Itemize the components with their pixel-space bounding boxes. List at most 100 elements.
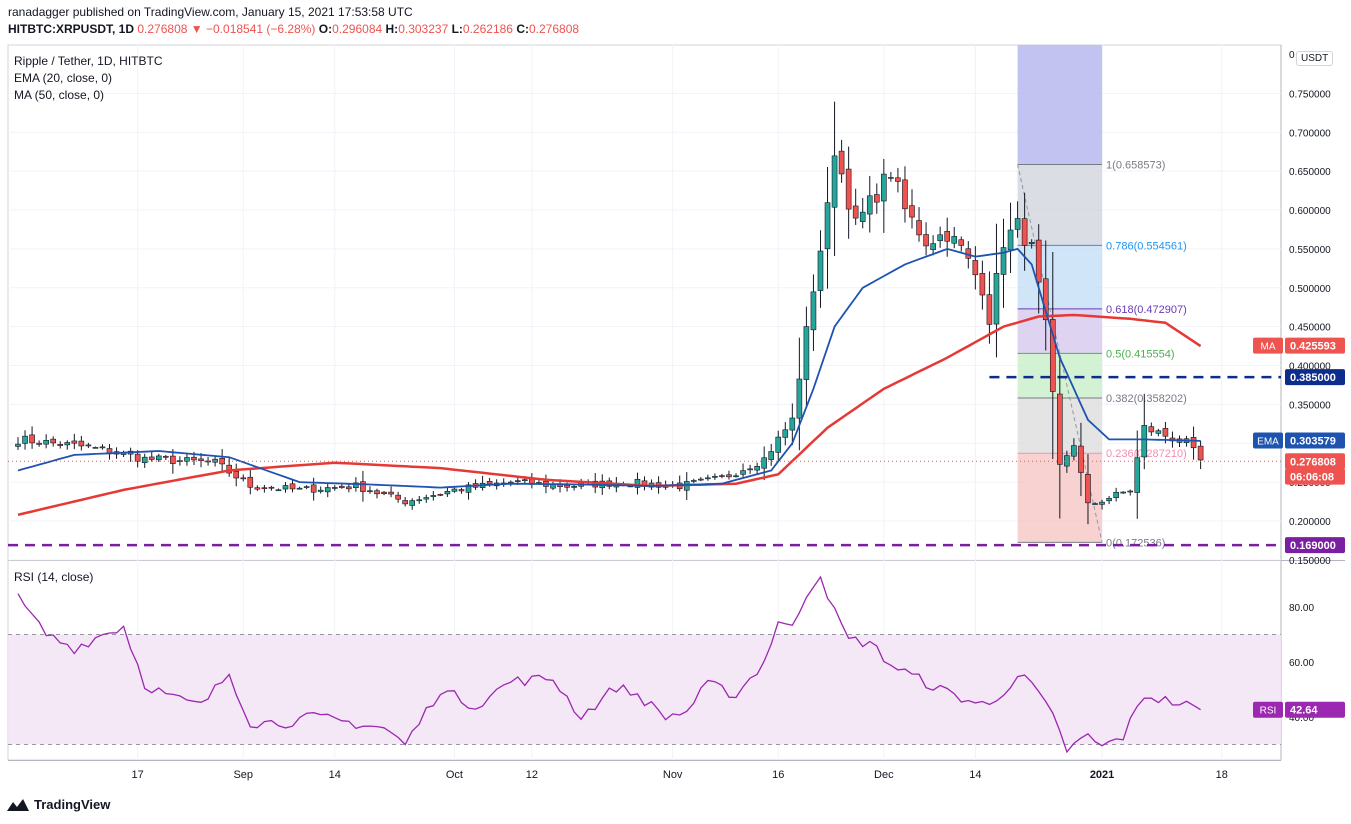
candle-body [50, 438, 56, 444]
candle-body [1190, 437, 1197, 449]
candle-body [57, 444, 64, 446]
candle-body [831, 155, 838, 208]
fib-level-label: 1(0.658573) [1106, 159, 1165, 171]
candle-body [310, 484, 317, 493]
candle-body [268, 486, 275, 489]
candle-body [923, 234, 929, 247]
chart-legend: Ripple / Tether, 1D, HITBTC EMA (20, clos… [14, 54, 163, 102]
price-tick-label: 0.700000 [1289, 128, 1331, 139]
open-value: 0.296084 [332, 22, 383, 36]
badge-tag-bg [1253, 432, 1283, 449]
candle-body [789, 417, 796, 431]
candle-body [902, 179, 908, 210]
rsi-series-line [17, 575, 1201, 754]
candle-body [1078, 445, 1084, 473]
candle-body [852, 205, 859, 219]
candle-body [1049, 319, 1056, 392]
price-tick-label: 0 [1289, 50, 1295, 61]
badge-text: 0.303579 [1290, 435, 1336, 447]
fib-extension-zone [1017, 45, 1103, 165]
candle-body [409, 500, 416, 506]
candle-body [486, 481, 493, 485]
candle-body [564, 484, 570, 488]
candle-body [634, 478, 641, 488]
candle-body [148, 456, 155, 460]
candle-body [944, 231, 950, 242]
candle-body [1014, 218, 1021, 230]
badge-tag-text: MA [1261, 342, 1276, 353]
level-price-badge: 0.169000 [1285, 537, 1345, 554]
candle-body [705, 477, 711, 480]
candle-body [437, 494, 444, 496]
badge-tag-bg [1253, 337, 1283, 354]
candle-body [395, 494, 401, 500]
candle-body [275, 489, 282, 492]
candle-body [824, 202, 831, 250]
candle-body [43, 440, 49, 445]
candle-body [881, 173, 887, 202]
ema-value-badge: 0.303579 EMA [1253, 432, 1345, 449]
candle-body [346, 486, 352, 490]
candle-body [1021, 218, 1028, 246]
symbol-label: HITBTC:XRPUSDT, 1D [8, 22, 135, 36]
candle-body [810, 291, 817, 331]
time-tick-label: 18 [1216, 769, 1228, 781]
candle-body [360, 481, 366, 492]
candle-body [92, 447, 99, 449]
candle-body [930, 243, 936, 250]
ema-series-line [17, 247, 1201, 489]
rsi-tick-label: 60.00 [1289, 658, 1314, 669]
badge-tag-text: RSI [1260, 706, 1277, 717]
candle-body [866, 195, 873, 215]
tradingview-logo-icon [7, 798, 29, 811]
badge-bg [1285, 701, 1345, 718]
candle-body [29, 434, 35, 444]
chart-frame [7, 44, 1345, 761]
candle-body [1127, 490, 1134, 493]
badge-text: 0.276808 [1290, 456, 1336, 468]
time-tick-label: 16 [772, 769, 784, 781]
candle-body [282, 485, 289, 490]
candle-body [240, 477, 247, 480]
rsi-band [8, 634, 1281, 745]
candle-body [1042, 278, 1049, 321]
candle-body [289, 483, 296, 490]
candle-body [1057, 393, 1063, 465]
candle-body [979, 273, 986, 296]
legend-ema: EMA (20, close, 0) [14, 71, 112, 85]
rsi-value-badge: RSI 42.64 [1253, 701, 1345, 718]
time-tick-label: Nov [663, 769, 683, 781]
candle-body [888, 177, 894, 179]
candle-body [993, 273, 1000, 325]
low-label: L: [451, 22, 463, 36]
candle-body [768, 451, 775, 460]
candle-body [951, 236, 958, 244]
candle-body [141, 456, 148, 463]
time-tick-label: 17 [132, 769, 144, 781]
price-value-badge: 06:06:08 [1285, 468, 1345, 485]
badge-tag-text: EMA [1257, 436, 1279, 447]
candle-body [85, 444, 92, 447]
candle-body [1155, 430, 1162, 434]
candle-body [733, 475, 739, 478]
time-tick-label: Oct [446, 769, 463, 781]
candle-body [198, 458, 204, 461]
candle-body [465, 484, 472, 493]
candle-body [571, 486, 577, 488]
ma-series-line [17, 313, 1202, 517]
fib-level-label: 0.5(0.415554) [1106, 348, 1175, 360]
candle-body [261, 487, 268, 490]
fib-level-label: 0(0.172536) [1106, 537, 1165, 549]
candle-body [761, 457, 767, 469]
high-label: H: [385, 22, 399, 36]
candle-body [402, 500, 408, 505]
currency-button[interactable]: USDT [1296, 51, 1334, 66]
logo-text: TradingView [34, 797, 111, 812]
candle-body [99, 446, 106, 449]
last-price: 0.276808 [137, 22, 188, 36]
candle-body [1007, 229, 1014, 251]
badge-bg [1285, 453, 1345, 470]
candle-body [958, 239, 965, 246]
tradingview-logo[interactable]: TradingView [6, 797, 110, 812]
